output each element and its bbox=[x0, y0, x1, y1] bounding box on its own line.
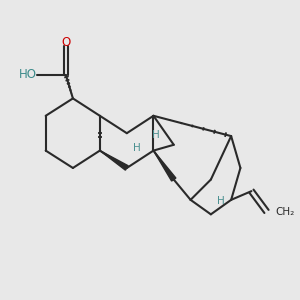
Text: H: H bbox=[217, 196, 225, 206]
Polygon shape bbox=[100, 151, 128, 170]
Text: CH₂: CH₂ bbox=[275, 207, 294, 217]
Text: HO: HO bbox=[19, 68, 37, 81]
Text: H: H bbox=[133, 143, 140, 153]
Text: O: O bbox=[61, 36, 70, 49]
Text: H: H bbox=[152, 130, 160, 140]
Polygon shape bbox=[154, 151, 176, 181]
